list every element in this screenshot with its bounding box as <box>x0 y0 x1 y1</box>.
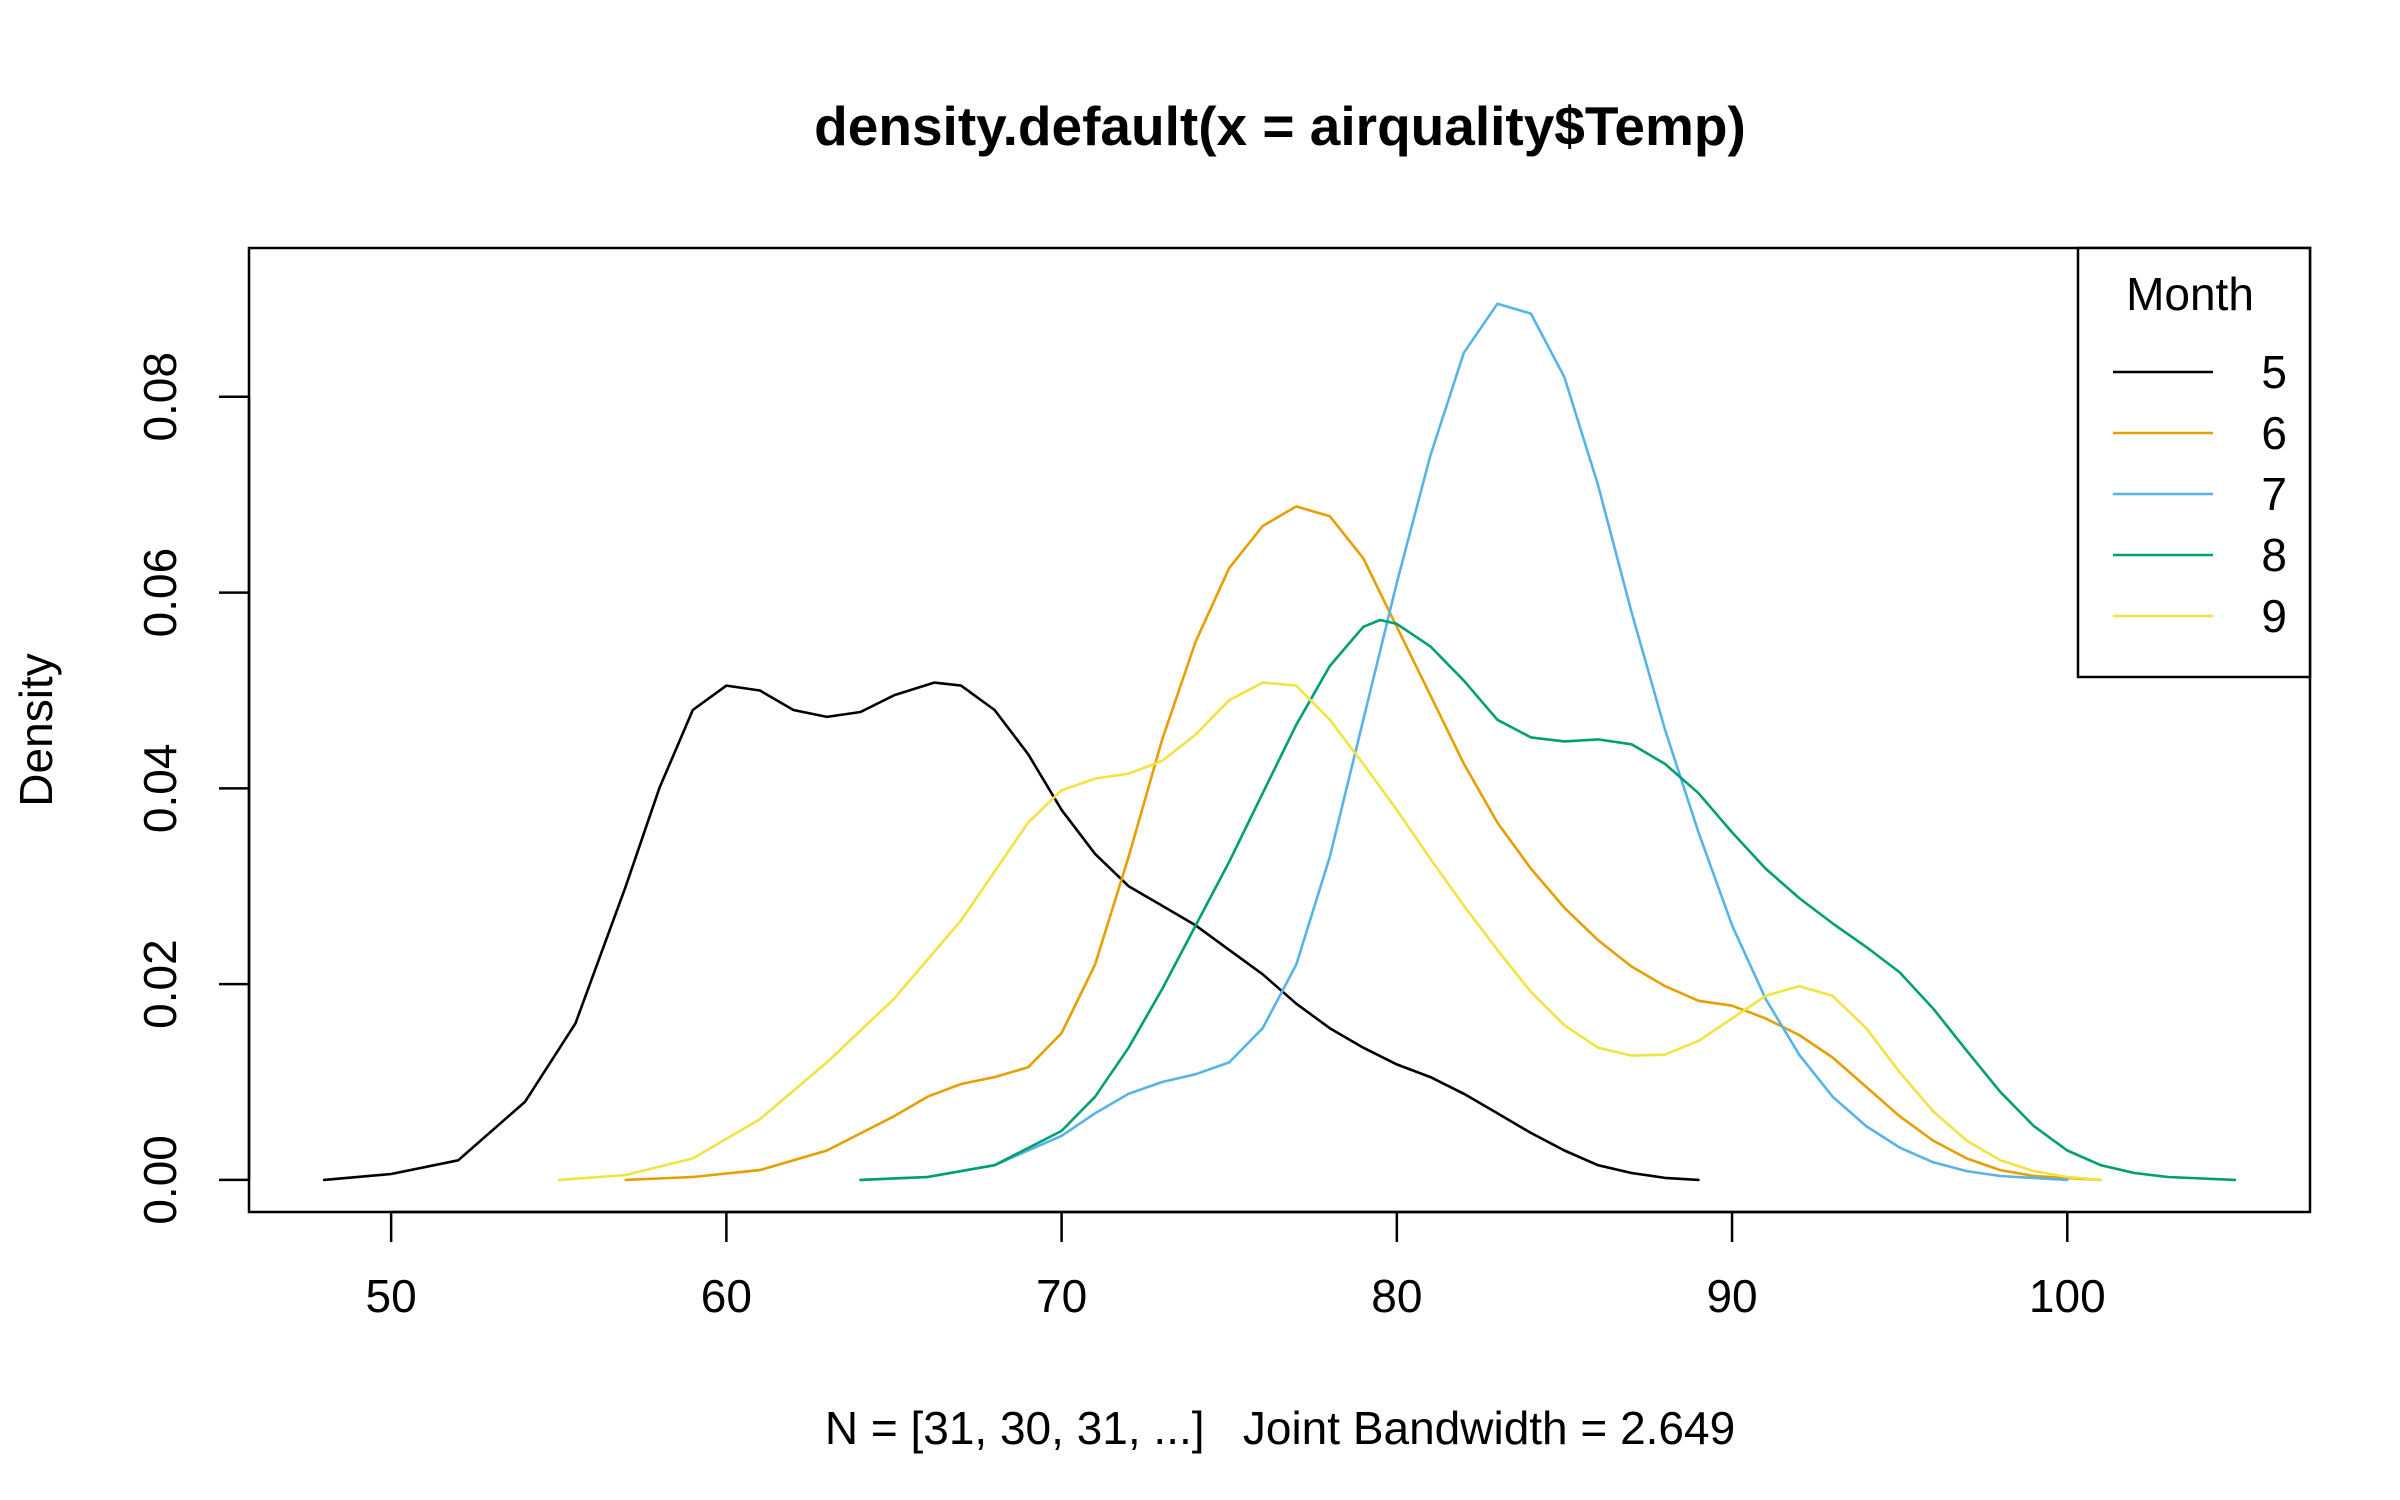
x-tick-label: 70 <box>1036 1270 1087 1322</box>
legend-title: Month <box>2126 268 2254 320</box>
plot-frame <box>247 246 2312 1214</box>
series-line-month-5 <box>322 681 1700 1182</box>
legend: Month 5 6 7 8 9 <box>2076 246 2312 679</box>
x-tick-label: 100 <box>2029 1270 2106 1322</box>
x-axis: 50 60 70 80 90 100 <box>366 1210 2106 1322</box>
legend-label-7: 7 <box>2261 468 2287 520</box>
legend-label-6: 6 <box>2261 407 2287 459</box>
series-line-month-6 <box>624 505 2103 1182</box>
series-line-month-7 <box>859 302 2069 1182</box>
y-axis: 0.00 0.02 0.04 0.06 0.08 <box>134 352 251 1225</box>
legend-items: 5 6 7 8 9 <box>2113 346 2287 642</box>
legend-label-8: 8 <box>2261 529 2287 581</box>
y-axis-label: Density <box>10 653 62 806</box>
y-tick-label: 0.00 <box>134 1135 186 1225</box>
y-tick-label: 0.02 <box>134 939 186 1029</box>
x-tick-label: 90 <box>1706 1270 1757 1322</box>
chart-title: density.default(x = airquality$Temp) <box>814 95 1746 157</box>
x-axis-label: N = [31, 30, 31, ...] Joint Bandwidth = … <box>825 1402 1735 1454</box>
x-tick-label: 80 <box>1371 1270 1422 1322</box>
y-tick-label: 0.08 <box>134 352 186 442</box>
series-line-month-8 <box>859 618 2237 1182</box>
legend-label-5: 5 <box>2261 346 2287 398</box>
legend-box <box>2076 246 2312 679</box>
x-tick-label: 60 <box>701 1270 752 1322</box>
series-line-month-9 <box>557 681 2103 1182</box>
series-layer <box>322 302 2237 1182</box>
x-tick-label: 50 <box>366 1270 417 1322</box>
legend-label-9: 9 <box>2261 590 2287 642</box>
y-tick-label: 0.06 <box>134 548 186 638</box>
y-tick-label: 0.04 <box>134 744 186 834</box>
